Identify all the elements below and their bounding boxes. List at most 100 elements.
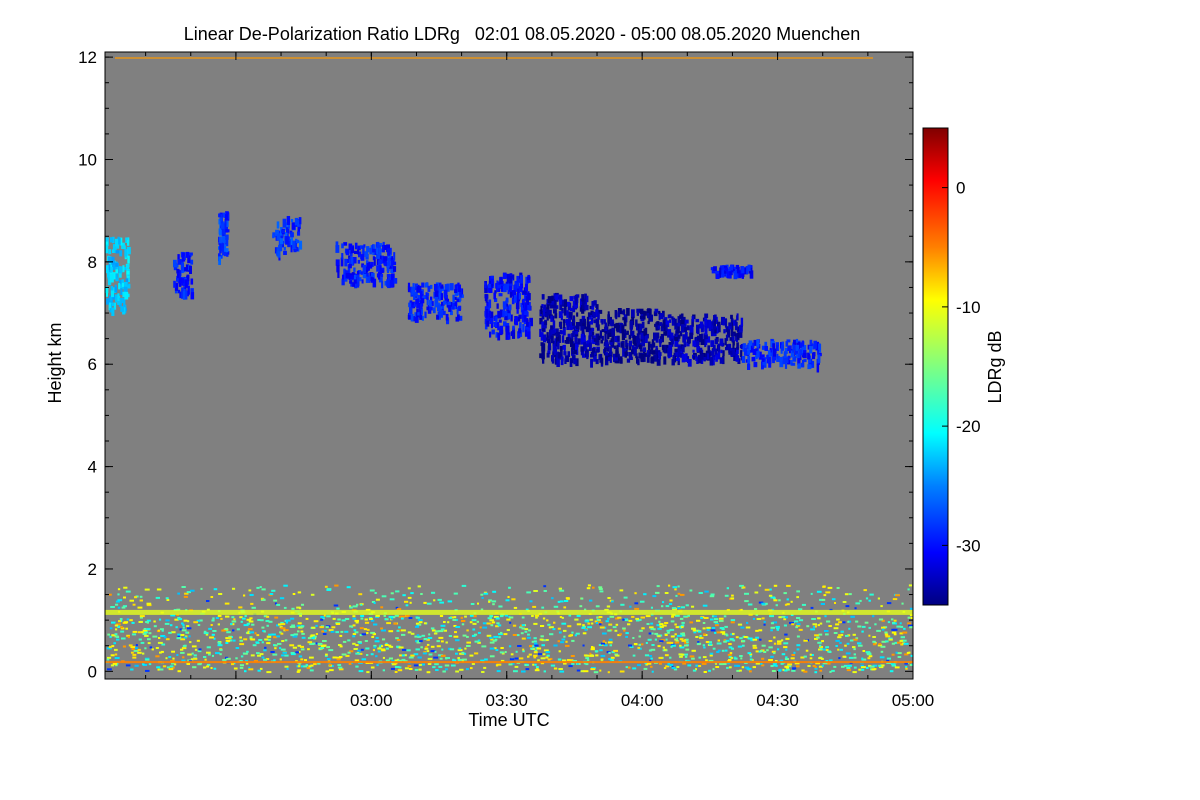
ldr-pixel (746, 350, 751, 355)
ldr-pixel (118, 283, 121, 290)
ldr-pixel (593, 338, 596, 342)
ldr-pixel (891, 642, 895, 645)
ldr-pixel (239, 639, 243, 642)
ldr-pixel (757, 350, 760, 358)
ldr-pixel (728, 659, 732, 661)
ldr-pixel (131, 633, 137, 636)
ldr-pixel (670, 338, 674, 347)
ldr-pixel (713, 322, 716, 330)
ldr-pixel (635, 617, 639, 620)
ldr-pixel (320, 618, 324, 621)
ldr-pixel (203, 630, 207, 633)
ldr-pixel (740, 326, 743, 332)
ldr-pixel (516, 634, 520, 637)
ldr-pixel (740, 657, 743, 660)
ldr-pixel (650, 622, 654, 625)
ldr-pixel (560, 641, 565, 644)
ldr-pixel (905, 666, 908, 668)
ldr-pixel (279, 658, 282, 661)
ldr-pixel (768, 594, 773, 597)
ldr-pixel (522, 290, 526, 294)
ldr-pixel (825, 633, 829, 636)
ldr-pixel (533, 654, 538, 657)
ldr-pixel (596, 324, 600, 331)
ldr-pixel (648, 351, 651, 357)
ldr-pixel (728, 643, 732, 645)
ldr-pixel (502, 283, 507, 293)
ldr-pixel (704, 334, 708, 340)
ldr-pixel (696, 326, 700, 335)
ldr-pixel (825, 649, 829, 651)
ldr-pixel (707, 345, 710, 354)
ldr-pixel (674, 318, 677, 327)
ldr-pixel (696, 619, 701, 622)
ldr-pixel (676, 358, 680, 361)
ldr-pixel (580, 670, 585, 673)
ldr-pixel (585, 343, 590, 347)
ldr-pixel (680, 593, 685, 596)
ldr-pixel (263, 649, 267, 652)
ldr-pixel (153, 625, 157, 628)
ldr-pixel (297, 220, 300, 227)
ldr-pixel (211, 633, 215, 636)
ldr-pixel (504, 651, 507, 653)
ldr-pixel (174, 282, 179, 291)
ldr-pixel (599, 669, 602, 672)
ldr-pixel (263, 630, 266, 633)
ldr-pixel (599, 626, 605, 629)
ldr-pixel (869, 665, 875, 668)
ldr-pixel (699, 321, 704, 329)
ldr-pixel (497, 284, 501, 289)
y-axis-label: Height km (45, 322, 65, 403)
ldr-pixel (630, 328, 633, 336)
ldr-pixel (225, 234, 229, 240)
ldr-pixel (340, 630, 344, 633)
ldr-pixel (484, 320, 488, 330)
ldr-pixel (639, 308, 644, 315)
ldr-pixel (355, 665, 359, 668)
ldr-pixel (786, 665, 792, 668)
ldr-pixel (589, 618, 593, 621)
ldr-pixel (807, 665, 811, 667)
ldr-pixel (710, 618, 714, 621)
cloud-region-cirrus-main-2 (407, 282, 464, 325)
ldr-pixel (272, 653, 278, 656)
ldr-pixel (115, 628, 118, 631)
ldr-pixel (519, 657, 524, 660)
ldr-pixel (829, 670, 832, 673)
ldr-pixel (301, 603, 304, 606)
ldr-pixel (257, 654, 262, 657)
ldr-pixel (115, 262, 119, 267)
ldr-pixel (206, 663, 211, 666)
ldr-pixel (796, 623, 801, 626)
ldr-pixel (724, 633, 728, 636)
ldr-pixel (780, 347, 783, 354)
ldr-pixel (893, 633, 897, 636)
ldr-pixel (783, 351, 787, 358)
ldr-pixel (659, 640, 664, 643)
ldr-pixel (664, 654, 669, 657)
ldr-pixel (211, 654, 214, 657)
ldr-pixel (797, 363, 801, 369)
ldr-pixel (825, 591, 831, 594)
ldr-pixel (668, 603, 673, 605)
ldr-pixel (107, 264, 111, 272)
ldr-pixel (647, 320, 650, 325)
ldr-pixel (109, 627, 113, 630)
ldr-pixel (381, 255, 384, 264)
ldr-pixel (685, 353, 688, 362)
ldr-pixel (713, 621, 718, 624)
ldr-pixel (596, 616, 599, 619)
ldr-pixel (674, 323, 678, 330)
ldr-pixel (730, 638, 733, 641)
ldr-pixel (584, 608, 587, 611)
ldr-pixel (896, 641, 902, 644)
ldr-pixel (198, 662, 203, 665)
ldr-pixel (518, 293, 521, 300)
ldr-pixel (290, 237, 293, 246)
ldr-pixel (119, 618, 123, 620)
ldr-pixel (482, 626, 488, 629)
ldr-pixel (773, 584, 778, 587)
ldr-pixel (613, 345, 617, 350)
